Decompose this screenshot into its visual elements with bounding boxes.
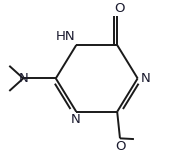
Text: O: O bbox=[116, 140, 126, 153]
Text: N: N bbox=[18, 72, 28, 85]
Text: N: N bbox=[140, 72, 150, 85]
Text: N: N bbox=[70, 113, 80, 126]
Text: O: O bbox=[114, 2, 124, 15]
Text: HN: HN bbox=[56, 30, 75, 43]
